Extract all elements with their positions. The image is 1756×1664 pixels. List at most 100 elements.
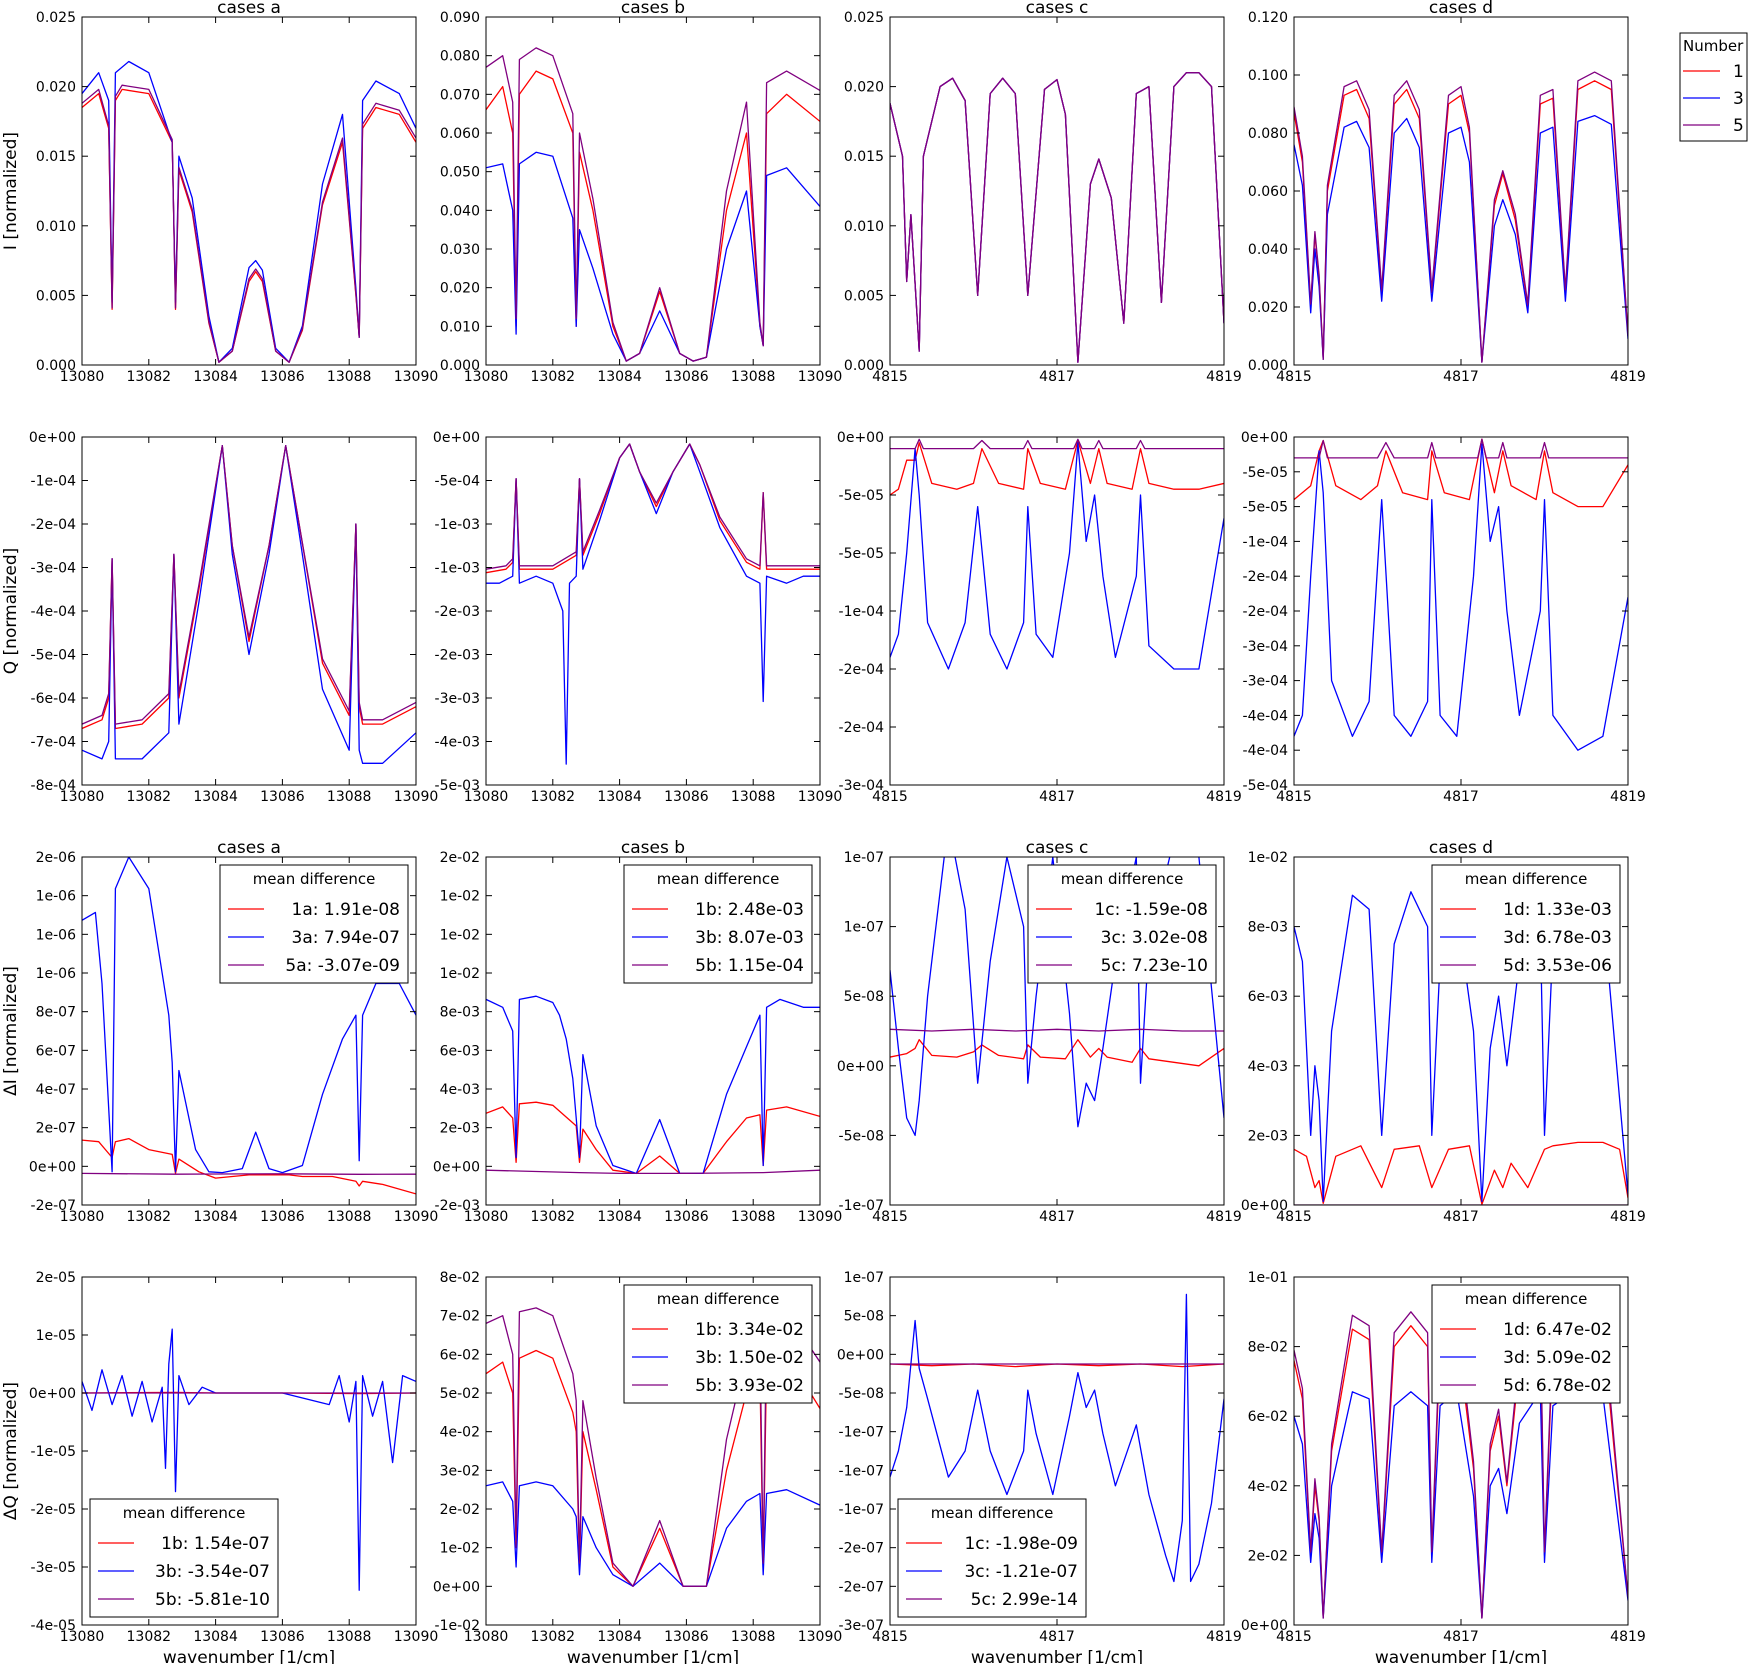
panel-r0-c0: 13080 13082 13084 13086 13088 13090 0.000 0.005… (1, 0, 438, 385)
x-axis-label: wavenumber [1/cm] (567, 1648, 739, 1664)
series-line-1 (486, 443, 820, 574)
series-line-3c (890, 857, 1224, 1137)
y-tick-label: 0.000 (1248, 358, 1288, 374)
legend-label: 1d: 6.47e-02 (1503, 1320, 1612, 1340)
x-tick-label: 13086 (664, 789, 709, 805)
panel-title: cases a (217, 838, 281, 858)
panel-r2-c1: 13080 13082 13084 13086 13088 13090 -2e-03 0e+0… (433, 838, 842, 1225)
x-tick-label: 13082 (531, 1209, 576, 1225)
legend-box (623, 1284, 813, 1404)
y-tick-label: -5e-08 (839, 1386, 884, 1402)
plot-area (890, 438, 1224, 670)
legend-label: 5d: 3.53e-06 (1503, 956, 1612, 976)
x-tick-label: 13080 (60, 1209, 105, 1225)
series-line-3b (486, 1481, 820, 1587)
axes-frame (485, 856, 821, 1206)
panel-legend: mean difference 1b: 2.48e-03 3b: 8.07e-03 5… (623, 864, 813, 984)
y-tick-label: 0.020 (440, 281, 480, 297)
x-tick-label: 13084 (193, 789, 238, 805)
series-line-5 (486, 47, 820, 362)
x-tick-label: 4819 (1610, 1629, 1646, 1645)
y-axis-label: ΔI [normalized] (1, 966, 21, 1096)
y-tick-label: -4e-04 (31, 604, 77, 620)
legend-label: 1b: 3.34e-02 (695, 1320, 804, 1340)
plot-area (1294, 1304, 1628, 1619)
plot-area (1294, 71, 1628, 363)
y-tick-label: -5e-05 (839, 546, 884, 562)
y-tick-label: 0.040 (440, 203, 480, 219)
y-tick-label: -7e-04 (31, 735, 77, 751)
y-tick-label: 4e-02 (440, 1425, 480, 1441)
x-tick-label: 13084 (597, 1209, 642, 1225)
x-tick-label: 4819 (1206, 1209, 1242, 1225)
y-tick-label: 0.120 (1248, 10, 1288, 26)
y-tick-label: 5e-02 (440, 1386, 480, 1402)
y-tick-label: -2e-04 (1243, 569, 1289, 585)
y-tick-label: 0.060 (1248, 184, 1288, 200)
legend-title: mean difference (1061, 870, 1184, 888)
y-axis-label: I [normalized] (1, 132, 21, 250)
panel-r1-c2: 4815 4817 4819 -3e-04 -2e-04 -2e-04 -1e-04 -5e-… (837, 430, 1242, 805)
y-tick-label: -1e-04 (31, 474, 77, 490)
panel-title: cases b (621, 0, 685, 18)
y-tick-label: 0e+00 (29, 1159, 76, 1175)
y-tick-label: 1e-07 (844, 1270, 884, 1286)
y-tick-label: -2e-07 (839, 1541, 884, 1557)
series-line-1c (890, 1039, 1224, 1067)
x-tick-label: 13084 (193, 1209, 238, 1225)
y-tick-label: 0.000 (844, 358, 884, 374)
y-tick-label: 7e-02 (440, 1309, 480, 1325)
x-tick-label: 4815 (1276, 1209, 1312, 1225)
y-tick-label: -1e-07 (839, 1502, 884, 1518)
x-tick-label: 13082 (531, 789, 576, 805)
panel-r1-c3: 4815 4817 4819 -5e-04 -4e-04 -4e-04 -3e-04 -3e-… (1241, 430, 1646, 805)
axes-frame (485, 16, 821, 366)
y-tick-label: 5e-08 (844, 1309, 884, 1325)
x-tick-label: 13082 (127, 1209, 172, 1225)
y-tick-label: 2e-02 (1248, 1548, 1288, 1564)
plot-area (890, 1293, 1224, 1583)
x-tick-label: 13082 (127, 789, 172, 805)
y-tick-label: -1e-02 (435, 1618, 480, 1634)
series-line-1a (82, 1137, 416, 1195)
y-tick-label: 1e-02 (440, 966, 480, 982)
panel-r2-c0: 13080 13082 13084 13086 13088 13090 -2e-07 0e+0… (1, 838, 438, 1225)
y-tick-label: 0.070 (440, 87, 480, 103)
y-tick-label: -3e-05 (31, 1560, 76, 1576)
y-tick-label: 1e-02 (440, 1541, 480, 1557)
axes-frame (81, 856, 417, 1206)
y-tick-label: -3e-04 (839, 778, 885, 794)
x-tick-label: 4815 (872, 1209, 908, 1225)
x-tick-label: 13090 (394, 1209, 439, 1225)
y-tick-label: 0.090 (440, 10, 480, 26)
y-tick-label: 8e-03 (1248, 920, 1288, 936)
series-line-3 (1294, 443, 1628, 751)
y-tick-label: 4e-03 (440, 1082, 480, 1098)
x-tick-label: 4817 (1443, 1209, 1479, 1225)
y-tick-label: 0.020 (1248, 300, 1288, 316)
y-tick-label: -5e-04 (1243, 778, 1289, 794)
y-tick-label: 4e-07 (36, 1082, 76, 1098)
y-tick-label: 0.050 (440, 165, 480, 181)
x-tick-label: 13080 (60, 789, 105, 805)
legend-box (1431, 864, 1621, 984)
series-line-3 (82, 445, 416, 764)
x-axis-label: wavenumber [1/cm] (163, 1648, 335, 1664)
y-tick-label: 0.000 (36, 358, 76, 374)
series-line-5 (1294, 438, 1628, 459)
y-tick-label: 0.060 (440, 126, 480, 142)
x-tick-label: 4819 (1206, 369, 1242, 385)
y-tick-label: 6e-03 (1248, 989, 1288, 1005)
axes-frame (485, 1276, 821, 1626)
y-tick-label: 0.010 (844, 219, 884, 235)
y-tick-label: 0e+00 (1241, 1198, 1288, 1214)
y-tick-label: -3e-04 (31, 561, 77, 577)
plot-area (82, 857, 416, 1195)
x-tick-label: 4817 (1039, 369, 1075, 385)
y-tick-label: 0.020 (844, 80, 884, 96)
y-tick-label: 1e-06 (36, 889, 76, 905)
y-tick-label: 8e-07 (36, 1005, 76, 1021)
series-line-5 (486, 443, 820, 570)
y-tick-label: 0.010 (440, 319, 480, 335)
legend-label: 1c: -1.59e-08 (1094, 900, 1208, 920)
